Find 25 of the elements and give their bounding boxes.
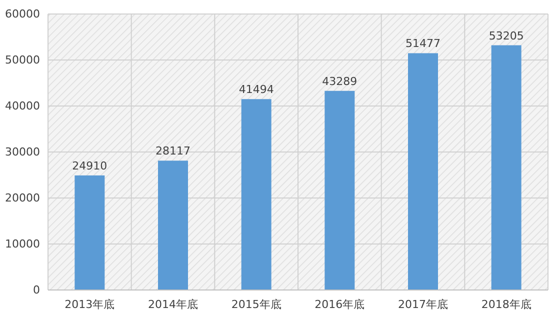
bar: [241, 99, 272, 290]
data-label: 41494: [238, 83, 274, 96]
x-tick-label: 2015年底: [231, 298, 282, 311]
data-label: 24910: [72, 159, 108, 172]
y-tick-label: 40000: [5, 100, 40, 113]
x-tick-label: 2014年底: [148, 298, 198, 311]
x-tick-label: 2018年底: [481, 298, 532, 311]
x-tick-label: 2016年底: [314, 298, 365, 311]
bar: [158, 160, 188, 290]
y-tick-label: 50000: [5, 54, 40, 67]
bar: [324, 90, 355, 290]
y-tick-label: 60000: [5, 8, 40, 21]
y-tick-label: 10000: [5, 238, 40, 251]
x-tick-label: 2017年底: [398, 298, 448, 311]
data-label: 28117: [156, 144, 190, 158]
data-label: 51477: [406, 37, 440, 50]
data-label: 43289: [322, 74, 358, 88]
data-label: 53205: [488, 29, 524, 42]
bar: [74, 175, 105, 290]
y-tick-label: 30000: [5, 146, 40, 159]
y-tick-label: 0: [33, 284, 40, 297]
bar: [408, 53, 438, 290]
x-tick-label: 2013年底: [64, 298, 115, 311]
y-tick-label: 20000: [5, 192, 40, 205]
bar: [491, 45, 522, 290]
